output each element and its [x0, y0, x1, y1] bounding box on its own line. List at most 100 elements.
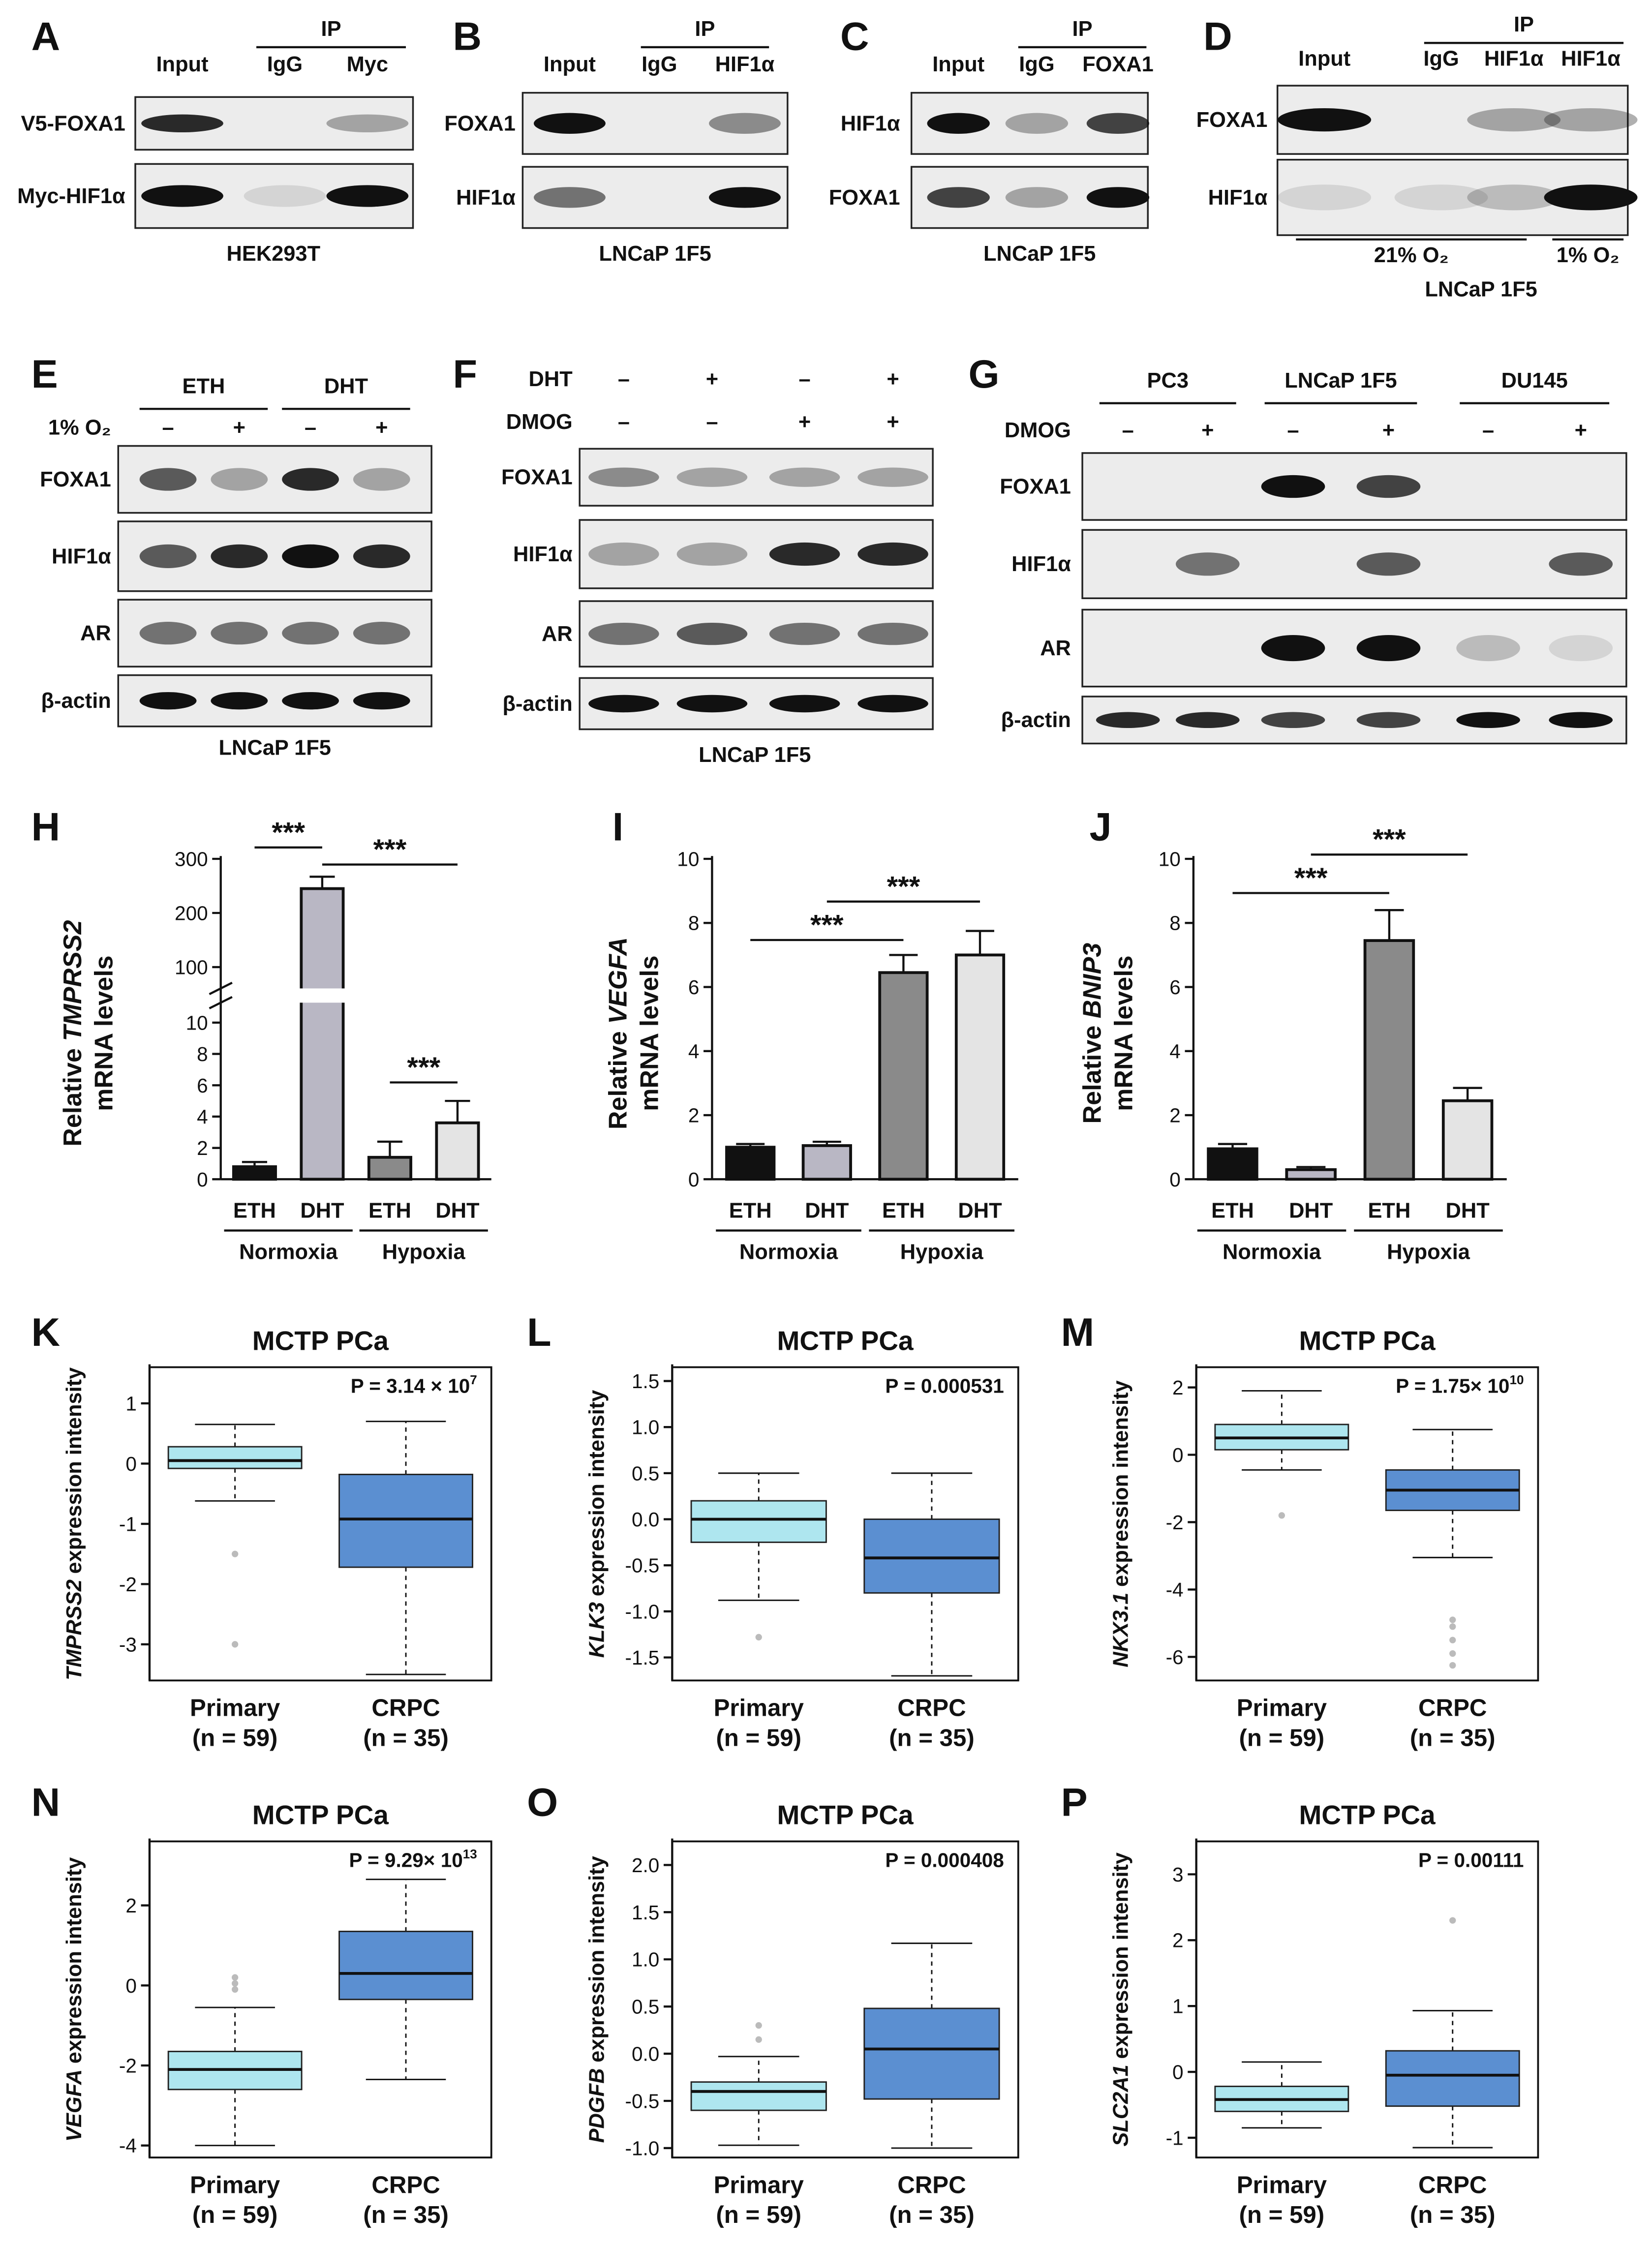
- y-axis-label-gene: TMPRSS2: [62, 1579, 86, 1680]
- outlier: [231, 1986, 239, 1993]
- y-tick-label: 6: [197, 1074, 208, 1097]
- row-label: HIF1α: [1208, 186, 1268, 210]
- box: [863, 2007, 1000, 2100]
- y-tick-label: 1: [125, 1392, 137, 1415]
- treatment-label: DHT: [529, 367, 573, 391]
- y-axis-label-rest: expression intensity: [62, 1857, 86, 2064]
- significance-label: ***: [407, 1052, 440, 1083]
- y-tick-label: 300: [175, 848, 208, 870]
- outlier: [231, 1974, 239, 1981]
- n-label: (n = 59): [1239, 1724, 1325, 1751]
- y-tick-label: 6: [1169, 976, 1181, 999]
- group-label: PC3: [1147, 369, 1189, 393]
- p-value-exponent: 7: [470, 1372, 477, 1387]
- n-label: (n = 59): [192, 1724, 278, 1751]
- x-tick-label: DHT: [1446, 1199, 1490, 1223]
- n-label: (n = 35): [889, 1724, 975, 1751]
- band: [588, 622, 659, 645]
- chart-title: MCTP PCa: [252, 1800, 389, 1830]
- y-tick-label: -1: [119, 1513, 137, 1535]
- n-label: (n = 35): [889, 2201, 975, 2228]
- treatment-sign: –: [618, 367, 630, 391]
- y-axis-label-rest: expression intensity: [585, 1390, 609, 1597]
- y-tick-label: 0: [125, 1453, 137, 1475]
- y-axis-label-rest: expression intensity: [1109, 1852, 1133, 2059]
- p-value-text: P = 0.000531: [885, 1375, 1004, 1397]
- row-label: HIF1α: [456, 186, 516, 210]
- y-tick-label: 0.5: [632, 1996, 659, 2018]
- y-tick-label: 0.0: [632, 1508, 659, 1531]
- y-tick-label: 10: [186, 1011, 208, 1034]
- chart-title: MCTP PCa: [252, 1326, 389, 1356]
- y-axis-label: Relative BNIP3: [1078, 943, 1107, 1124]
- panel-letter: G: [968, 352, 999, 396]
- panel-letter: E: [31, 352, 58, 396]
- y-tick-label: -2: [119, 1573, 137, 1596]
- group-label: ETH: [183, 374, 225, 398]
- blot-strip: [579, 448, 934, 507]
- lane-label: IgG: [1423, 47, 1459, 71]
- y-axis-label-rest: expression intensity: [62, 1367, 86, 1574]
- treatment-sign: –: [618, 410, 630, 434]
- band: [139, 622, 197, 645]
- bar: [300, 887, 345, 1181]
- band: [1549, 552, 1613, 576]
- outlier: [1449, 1616, 1456, 1623]
- band: [1394, 184, 1488, 211]
- bar: [878, 971, 929, 1181]
- band: [927, 113, 990, 134]
- row-label: Myc-HIF1α: [17, 184, 125, 208]
- y-tick-label: -1.0: [625, 1600, 659, 1623]
- x-tick-label: ETH: [368, 1199, 411, 1223]
- n-label: (n = 59): [716, 2201, 801, 2228]
- y-tick-label: 4: [688, 1040, 700, 1062]
- significance-label: ***: [1373, 824, 1406, 855]
- y-tick-label: 10: [677, 848, 699, 870]
- x-tick-label: DHT: [1289, 1199, 1333, 1223]
- y-tick-label: 6: [688, 976, 700, 999]
- y-axis-label-gene: VEGFA: [604, 937, 633, 1024]
- n-label: (n = 59): [192, 2201, 278, 2228]
- y-axis-label: SLC2A1 expression intensity: [1109, 1852, 1133, 2147]
- outlier: [755, 1634, 762, 1640]
- panel-letter: A: [31, 15, 61, 59]
- y-axis-label-gene: BNIP3: [1078, 943, 1107, 1018]
- blot-caption: LNCaP 1F5: [219, 736, 331, 760]
- x-tick-label: DHT: [300, 1199, 344, 1223]
- y-axis-label-line2: mRNA levels: [635, 955, 664, 1111]
- band: [1261, 712, 1325, 728]
- y-axis-label: NKX3.1 expression intensity: [1109, 1380, 1133, 1667]
- y-tick-label: 1.5: [632, 1901, 659, 1924]
- outlier: [231, 1550, 239, 1557]
- band: [1544, 184, 1638, 211]
- box: [1385, 2050, 1520, 2107]
- band: [211, 468, 268, 491]
- y-tick-label: 200: [175, 902, 208, 924]
- x-tick-label: Primary: [1237, 1695, 1327, 1722]
- ip-label: IP: [1072, 17, 1093, 41]
- blot-caption: LNCaP 1F5: [983, 242, 1096, 266]
- n-label: (n = 59): [716, 1724, 801, 1751]
- outlier: [1449, 1623, 1456, 1630]
- treatment-sign: +: [706, 367, 718, 391]
- y-tick-label: -0.5: [625, 1554, 659, 1577]
- panel-letter: C: [840, 15, 869, 59]
- band: [1467, 184, 1561, 211]
- y-axis-label: Relative TMPRSS2: [59, 920, 87, 1146]
- x-tick-label: CRPC: [1418, 2171, 1487, 2198]
- band: [1544, 108, 1638, 132]
- x-tick-label: DHT: [435, 1199, 480, 1223]
- band: [769, 695, 840, 713]
- treatment-sign: +: [887, 367, 899, 391]
- row-label: AR: [80, 622, 111, 645]
- band: [326, 114, 409, 133]
- y-tick-label: 2: [1169, 1104, 1181, 1127]
- y-axis-label-rest: expression intensity: [1109, 1380, 1133, 1587]
- treatment-label: 1% O₂: [48, 416, 111, 439]
- y-tick-label: -1.0: [625, 2137, 659, 2159]
- band: [857, 622, 928, 645]
- bar: [725, 1146, 776, 1181]
- x-tick-label: ETH: [729, 1199, 772, 1223]
- bar: [435, 1121, 480, 1181]
- panel-letter: L: [527, 1310, 551, 1355]
